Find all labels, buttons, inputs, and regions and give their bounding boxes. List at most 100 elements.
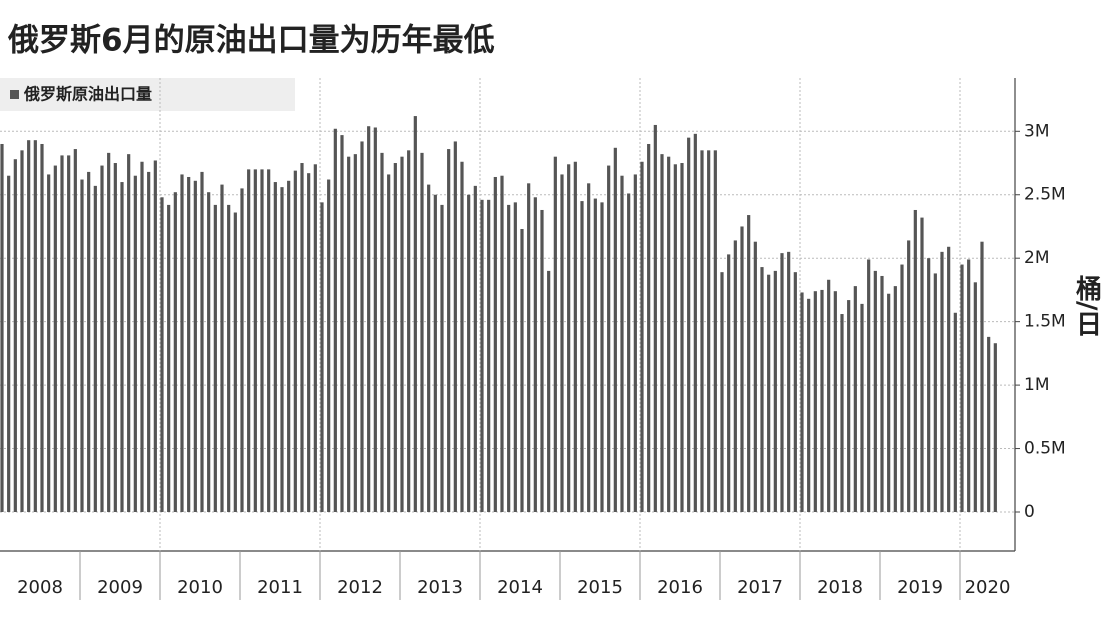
bar (333, 128, 337, 512)
bar (513, 202, 517, 512)
x-tick-label: 2020 (965, 577, 1011, 598)
bar (980, 241, 984, 512)
bar (973, 282, 977, 512)
bar (413, 116, 417, 512)
bar (913, 209, 917, 512)
bar (993, 343, 997, 512)
bar (867, 259, 871, 512)
bar (780, 253, 784, 512)
bar (240, 188, 244, 512)
bar (580, 201, 584, 512)
bar (787, 251, 791, 512)
bar (273, 182, 277, 513)
bar (880, 275, 884, 512)
bar (0, 143, 4, 513)
bar (53, 165, 57, 512)
y-tick-label: 1.5M (1024, 312, 1066, 332)
bar (593, 198, 597, 513)
bar (693, 133, 697, 513)
bar (900, 264, 904, 512)
bar (687, 137, 691, 512)
bar (987, 336, 991, 512)
bar (427, 184, 431, 512)
bar (307, 173, 311, 512)
bar (560, 174, 564, 512)
bar (440, 204, 444, 513)
bar (927, 258, 931, 512)
bar (327, 179, 331, 513)
bar (907, 240, 911, 513)
bar (533, 197, 537, 512)
legend-label: 俄罗斯原油出口量 (23, 85, 152, 104)
bar (233, 212, 237, 512)
bar (633, 174, 637, 512)
bar (873, 270, 877, 512)
bar (667, 156, 671, 513)
bar (280, 187, 284, 512)
bar (227, 204, 231, 513)
bar (200, 171, 204, 512)
bar (807, 298, 811, 512)
bar (207, 192, 211, 513)
x-tick-label: 2017 (737, 577, 783, 598)
bar (847, 300, 851, 512)
bar (613, 147, 617, 512)
bar (313, 164, 317, 512)
bar (87, 171, 91, 512)
bar (660, 154, 664, 512)
bar (713, 150, 717, 513)
bar (767, 274, 771, 512)
x-tick-label: 2009 (97, 577, 143, 598)
bar (753, 241, 757, 512)
bar (407, 150, 411, 513)
bar (80, 179, 84, 513)
bar (120, 182, 124, 513)
x-tick-label: 2008 (17, 577, 63, 598)
bar (460, 161, 464, 512)
bar (293, 170, 297, 512)
bar (247, 169, 251, 513)
bar (500, 175, 504, 513)
bar (493, 176, 497, 512)
bar (373, 127, 377, 513)
bar (20, 150, 24, 513)
bar (320, 202, 324, 512)
bar (400, 156, 404, 513)
bar (100, 165, 104, 512)
bar (60, 155, 64, 512)
bar (733, 240, 737, 513)
bar (740, 226, 744, 512)
bar (527, 183, 531, 512)
bar (760, 267, 764, 512)
bar (933, 273, 937, 512)
bar (727, 254, 731, 512)
bar (187, 176, 191, 512)
bar (47, 174, 51, 512)
x-tick-label: 2016 (657, 577, 703, 598)
bar (393, 163, 397, 513)
bar (520, 229, 524, 512)
bar (813, 291, 817, 512)
bar (40, 143, 44, 513)
legend-box (0, 78, 295, 111)
bar (360, 141, 364, 512)
bar (747, 215, 751, 513)
x-tick-label: 2019 (897, 577, 943, 598)
bar (700, 150, 704, 513)
bar (13, 159, 17, 512)
bar (267, 169, 271, 513)
x-tick-label: 2018 (817, 577, 863, 598)
bar (420, 152, 424, 512)
bar (340, 135, 344, 512)
bar (433, 194, 437, 512)
bar (553, 156, 557, 513)
bar (547, 270, 551, 512)
bar (567, 164, 571, 512)
bar (160, 197, 164, 512)
bar (253, 169, 257, 513)
bar (673, 164, 677, 512)
bar (653, 124, 657, 512)
bar (7, 175, 11, 513)
bar (627, 193, 631, 512)
bar (793, 272, 797, 512)
